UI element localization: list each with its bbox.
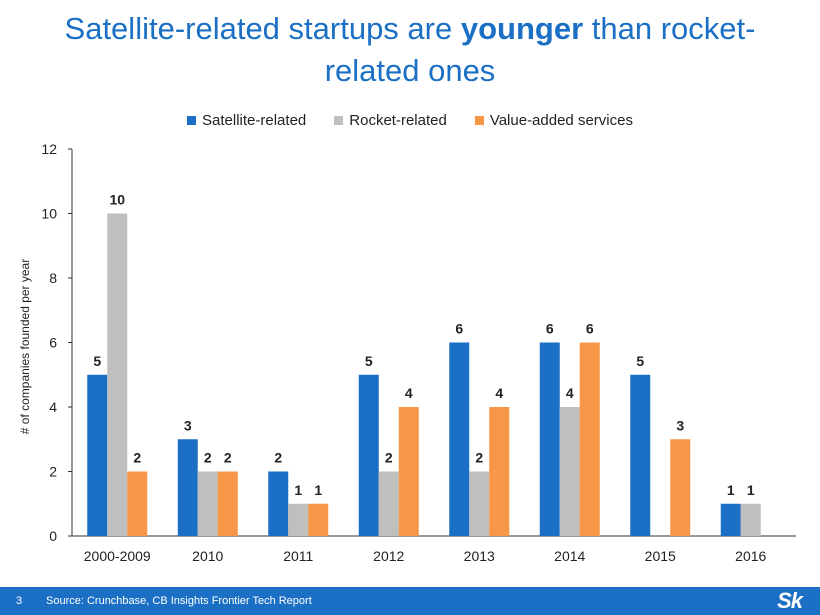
legend-swatch-value-added	[474, 115, 484, 125]
y-tick-label: 6	[49, 335, 57, 351]
data-label-satellite-related-2000-2009: 5	[93, 353, 101, 369]
data-label-satellite-related-2013: 6	[455, 321, 463, 337]
data-label-value-added-services-2012: 4	[405, 385, 413, 401]
bar-rocket-related-2016	[740, 503, 761, 536]
bar-satellite-related-2014	[539, 342, 560, 536]
legend-item-satellite: Satellite-related	[187, 110, 306, 130]
data-label-rocket-related-2011: 1	[294, 482, 302, 498]
data-label-satellite-related-2010: 3	[184, 417, 192, 433]
x-tick-label-2013: 2013	[464, 548, 495, 564]
y-tick-label: 2	[49, 464, 57, 480]
y-axis-title: # of companies founded per year	[18, 259, 32, 434]
data-label-satellite-related-2012: 5	[365, 353, 373, 369]
bar-value-added-services-2015	[670, 439, 691, 536]
data-label-value-added-services-2015: 3	[676, 417, 684, 433]
y-tick-label: 4	[49, 399, 57, 415]
chart-legend: Satellite-related Rocket-related Value-a…	[0, 110, 820, 130]
data-label-satellite-related-2014: 6	[546, 321, 554, 337]
x-tick-label-2015: 2015	[645, 548, 676, 564]
bar-satellite-related-2010	[177, 439, 198, 536]
legend-swatch-rocket	[334, 115, 344, 125]
bar-value-added-services-2013	[489, 407, 510, 536]
data-label-value-added-services-2011: 1	[314, 482, 322, 498]
data-label-satellite-related-2011: 2	[274, 450, 282, 466]
bar-satellite-related-2011	[268, 471, 289, 536]
page-number: 3	[16, 595, 23, 607]
bar-value-added-services-2000-2009	[127, 471, 148, 536]
data-label-rocket-related-2016: 1	[747, 482, 755, 498]
data-label-rocket-related-2013: 2	[475, 450, 483, 466]
data-label-rocket-related-2000-2009: 10	[109, 192, 125, 208]
y-tick-label: 0	[49, 528, 57, 544]
title-prefix: Satellite-related startups are	[64, 11, 461, 46]
x-tick-label-2012: 2012	[373, 548, 404, 564]
bar-rocket-related-2014	[559, 407, 580, 536]
bar-rocket-related-2011	[288, 503, 309, 536]
bar-rocket-related-2010	[197, 471, 218, 536]
bar-rocket-related-2013	[469, 471, 490, 536]
y-tick-label: 12	[41, 141, 57, 157]
bar-value-added-services-2014	[579, 342, 600, 536]
data-label-rocket-related-2014: 4	[566, 385, 574, 401]
legend-item-rocket: Rocket-related	[334, 110, 447, 130]
bar-value-added-services-2010	[217, 471, 238, 536]
bar-satellite-related-2012	[358, 374, 379, 536]
data-label-satellite-related-2015: 5	[636, 353, 644, 369]
sk-logo: Sk	[777, 588, 803, 613]
bar-satellite-related-2000-2009	[87, 374, 108, 536]
footer-bar: 3 Source: Crunchbase, CB Insights Fronti…	[0, 587, 820, 615]
chart-title: Satellite-related startups are younger t…	[40, 8, 780, 92]
x-tick-label-2011: 2011	[283, 548, 313, 564]
x-tick-label-2016: 2016	[735, 548, 766, 564]
data-label-rocket-related-2010: 2	[204, 450, 212, 466]
x-tick-label-2010: 2010	[192, 548, 223, 564]
legend-label-rocket: Rocket-related	[349, 111, 447, 129]
bar-satellite-related-2016	[720, 503, 741, 536]
bar-value-added-services-2011	[308, 503, 329, 536]
source-note: Source: Crunchbase, CB Insights Frontier…	[46, 595, 312, 607]
x-tick-label-2000-2009: 2000-2009	[84, 548, 151, 564]
y-tick-label: 8	[49, 270, 57, 286]
bar-rocket-related-2000-2009	[107, 213, 128, 536]
title-emphasis: younger	[460, 11, 584, 46]
legend-label-satellite: Satellite-related	[202, 111, 307, 129]
legend-swatch-satellite	[187, 115, 197, 125]
data-label-value-added-services-2014: 6	[586, 321, 594, 337]
legend-item-value-added: Value-added services	[474, 110, 633, 130]
data-label-satellite-related-2016: 1	[727, 482, 735, 498]
data-label-rocket-related-2012: 2	[385, 450, 393, 466]
bar-satellite-related-2015	[630, 374, 651, 536]
data-label-value-added-services-2013: 4	[495, 385, 503, 401]
x-tick-label-2014: 2014	[554, 548, 585, 564]
data-label-value-added-services-2000-2009: 2	[133, 450, 141, 466]
title-suffix: than rocket-related ones	[324, 11, 756, 88]
bar-value-added-services-2012	[398, 407, 419, 536]
bar-rocket-related-2012	[378, 471, 399, 536]
legend-label-value-added: Value-added services	[489, 111, 633, 129]
bar-satellite-related-2013	[449, 342, 470, 536]
y-tick-label: 10	[41, 206, 57, 222]
data-label-value-added-services-2010: 2	[224, 450, 232, 466]
